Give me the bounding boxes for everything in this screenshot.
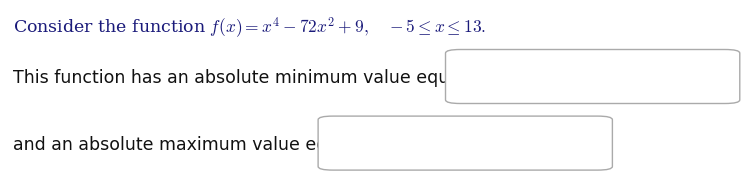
Text: This function has an absolute minimum value equal to: This function has an absolute minimum va… — [13, 69, 488, 87]
FancyBboxPatch shape — [318, 116, 612, 170]
Text: and an absolute maximum value equal to: and an absolute maximum value equal to — [13, 136, 377, 154]
FancyBboxPatch shape — [446, 50, 740, 104]
Text: Consider the function $f(x) = x^4 - 72x^2 + 9, \quad -5 \leq x \leq 13.$: Consider the function $f(x) = x^4 - 72x^… — [13, 15, 486, 40]
